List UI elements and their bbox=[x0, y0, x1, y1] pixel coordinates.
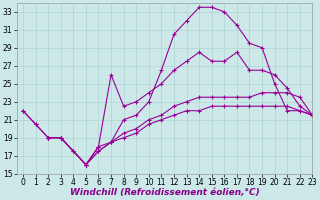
X-axis label: Windchill (Refroidissement éolien,°C): Windchill (Refroidissement éolien,°C) bbox=[70, 188, 260, 197]
